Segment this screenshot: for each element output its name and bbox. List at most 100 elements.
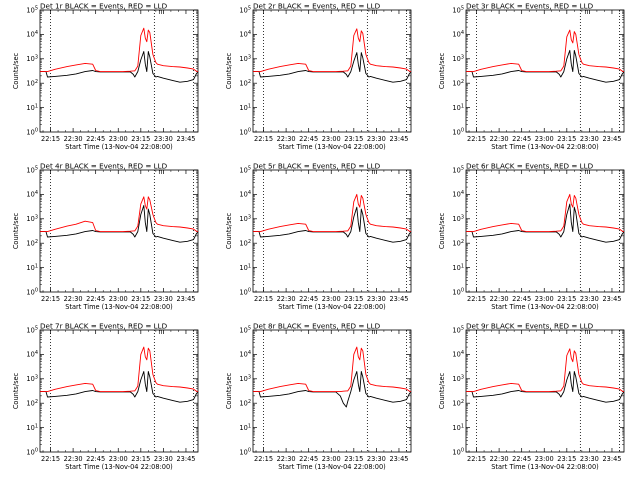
y-tick-label: 100	[239, 448, 251, 457]
events-series-line	[253, 206, 412, 243]
y-tick-label: 100	[452, 448, 464, 457]
x-axis-label: Start Time (13-Nov-04 22:08:00)	[65, 463, 173, 471]
chart-panel-8: Det 8r BLACK = Events, RED = LLD 100 101 10…	[225, 322, 412, 471]
annotation-label: n	[584, 168, 588, 176]
x-tick-label: 23:30	[154, 135, 173, 143]
x-tick-label: 23:15	[131, 295, 150, 303]
y-axis-label: Counts/sec	[225, 372, 233, 409]
x-tick-label: 22:45	[512, 135, 531, 143]
x-tick-label: 22:45	[299, 135, 318, 143]
x-axis-label: Start Time (13-Nov-04 22:08:00)	[278, 463, 386, 471]
y-tick-label: 104	[452, 350, 464, 359]
plot-frame	[465, 9, 625, 133]
events-series-line	[466, 371, 625, 403]
x-tick-label: 23:45	[602, 295, 621, 303]
x-tick-label: 23:45	[389, 455, 408, 463]
y-tick-label: 105	[239, 6, 251, 15]
events-series-line	[466, 49, 625, 83]
x-axis-label: Start Time (13-Nov-04 22:08:00)	[491, 463, 599, 471]
lld-series-line	[253, 28, 412, 73]
x-tick-label: 22:30	[64, 135, 83, 143]
y-tick-label: 105	[239, 326, 251, 335]
y-axis-label: Counts/sec	[438, 52, 446, 89]
x-tick-label: 22:30	[277, 135, 296, 143]
y-tick-label: 101	[452, 263, 464, 272]
y-tick-label: 101	[239, 103, 251, 112]
y-tick-label: 101	[239, 263, 251, 272]
y-tick-label: 105	[452, 166, 464, 175]
y-tick-label: 103	[239, 55, 251, 64]
y-tick-label: 104	[26, 190, 38, 199]
y-tick-label: 102	[239, 79, 251, 88]
annotation-label: n	[584, 8, 588, 16]
plot-frame	[252, 329, 412, 453]
y-tick-label: 102	[239, 399, 251, 408]
x-tick-label: 22:45	[299, 295, 318, 303]
y-tick-label: 102	[452, 79, 464, 88]
plot-frame	[39, 329, 199, 453]
chart-panel-6: Det 6r BLACK = Events, RED = LLD 100 101 10…	[438, 162, 625, 311]
y-tick-label: 100	[26, 128, 38, 137]
y-tick-label: 102	[26, 399, 38, 408]
y-tick-label: 102	[239, 239, 251, 248]
chart-title: Det 8r BLACK = Events, RED = LLD	[253, 322, 381, 331]
events-series-line	[253, 52, 412, 83]
plot-frame	[39, 169, 199, 293]
y-tick-label: 102	[26, 79, 38, 88]
events-series-line	[253, 371, 412, 408]
lld-series-line	[466, 348, 625, 393]
x-tick-label: 22:45	[299, 455, 318, 463]
annotation-label: n	[158, 168, 162, 176]
y-tick-label: 101	[452, 103, 464, 112]
x-tick-label: 23:00	[109, 135, 128, 143]
x-tick-label: 23:00	[322, 455, 341, 463]
annotation-label: n	[371, 8, 375, 16]
y-tick-label: 104	[452, 190, 464, 199]
y-axis-label: Counts/sec	[12, 52, 20, 89]
chart-title: Det 9r BLACK = Events, RED = LLD	[466, 322, 594, 331]
x-axis-label: Start Time (13-Nov-04 22:08:00)	[491, 143, 599, 151]
x-tick-label: 22:30	[277, 455, 296, 463]
y-tick-label: 104	[26, 30, 38, 39]
events-series-line	[40, 51, 199, 83]
x-tick-label: 22:45	[86, 135, 105, 143]
y-tick-label: 105	[26, 6, 38, 15]
x-tick-label: 23:30	[580, 455, 599, 463]
x-tick-label: 23:30	[580, 135, 599, 143]
events-series-line	[40, 205, 199, 243]
y-tick-label: 100	[452, 128, 464, 137]
y-tick-label: 105	[26, 166, 38, 175]
y-tick-label: 104	[239, 190, 251, 199]
x-tick-label: 23:30	[367, 455, 386, 463]
y-tick-label: 100	[26, 448, 38, 457]
plot-frame	[252, 9, 412, 133]
x-tick-label: 23:45	[389, 295, 408, 303]
y-axis-label: Counts/sec	[12, 372, 20, 409]
x-tick-label: 23:00	[322, 295, 341, 303]
plot-frame	[252, 169, 412, 293]
y-tick-label: 104	[239, 350, 251, 359]
x-tick-label: 22:45	[86, 295, 105, 303]
x-tick-label: 23:30	[154, 455, 173, 463]
x-axis-label: Start Time (13-Nov-04 22:08:00)	[278, 303, 386, 311]
annotation-label: n	[371, 168, 375, 176]
y-tick-label: 100	[26, 288, 38, 297]
x-tick-label: 22:15	[467, 135, 486, 143]
y-tick-label: 104	[239, 30, 251, 39]
y-axis-label: Counts/sec	[438, 212, 446, 249]
x-tick-label: 23:45	[602, 455, 621, 463]
x-axis-label: Start Time (13-Nov-04 22:08:00)	[491, 303, 599, 311]
y-tick-label: 101	[239, 423, 251, 432]
x-axis-label: Start Time (13-Nov-04 22:08:00)	[65, 303, 173, 311]
x-tick-label: 22:45	[512, 295, 531, 303]
x-tick-label: 22:30	[277, 295, 296, 303]
x-axis-label: Start Time (13-Nov-04 22:08:00)	[65, 143, 173, 151]
y-axis-label: Counts/sec	[225, 212, 233, 249]
annotation-label: n	[371, 328, 375, 336]
plot-frame	[465, 329, 625, 453]
chart-panel-2: Det 2r BLACK = Events, RED = LLD 100 101 10…	[225, 2, 412, 151]
y-tick-label: 103	[452, 55, 464, 64]
y-tick-label: 100	[239, 128, 251, 137]
events-series-line	[466, 203, 625, 243]
x-tick-label: 22:15	[254, 135, 273, 143]
